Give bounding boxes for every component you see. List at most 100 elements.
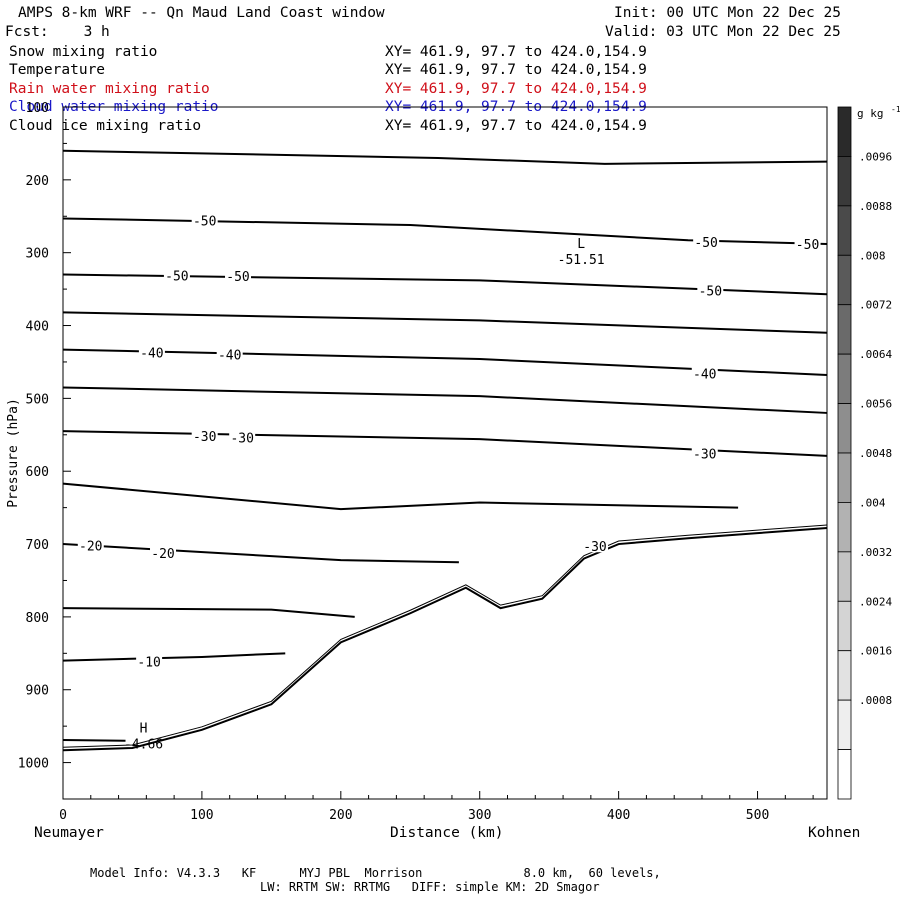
contour-label: -50 bbox=[226, 270, 249, 285]
colorbar-tick-label: .008 bbox=[859, 249, 886, 262]
contour-label-bg bbox=[582, 538, 609, 553]
field-xy-temperature: XY= 461.9, 97.7 to 424.0,154.9 bbox=[385, 62, 647, 78]
extremum-value: -4.66 bbox=[124, 737, 163, 752]
contour-label-bg bbox=[691, 445, 718, 460]
colorbar-unit: g kg bbox=[857, 107, 884, 120]
contour-label: -20 bbox=[151, 547, 174, 562]
colorbar-segment bbox=[837, 699, 852, 750]
colorbar-segment bbox=[837, 353, 852, 404]
colorbar-tick-label: .0056 bbox=[859, 398, 892, 411]
contour-label: -50 bbox=[796, 238, 819, 253]
y-tick-label: 700 bbox=[26, 538, 49, 553]
right-endpoint-label: Kohnen bbox=[808, 825, 861, 841]
contour-label-bg bbox=[216, 346, 243, 361]
contour-label-bg bbox=[77, 537, 104, 552]
extremum-kind: L bbox=[577, 237, 585, 252]
contour-label-bg bbox=[138, 344, 165, 359]
colorbar-segment bbox=[837, 650, 852, 701]
x-tick-label: 400 bbox=[607, 808, 630, 823]
contour-label: -50 bbox=[699, 285, 722, 300]
colorbar-segment bbox=[837, 452, 852, 503]
colorbar-segment bbox=[837, 254, 852, 306]
colorbar-tick-label: .0072 bbox=[859, 299, 892, 312]
extremum-value: -51.51 bbox=[558, 253, 605, 268]
terrain-surface-line bbox=[62, 527, 828, 752]
temperature-contour-line bbox=[62, 386, 828, 414]
colorbar-segment bbox=[837, 156, 852, 207]
field-xy-cloud-ice: XY= 461.9, 97.7 to 424.0,154.9 bbox=[385, 118, 647, 134]
contour-label: -30 bbox=[230, 432, 253, 447]
contour-label: -50 bbox=[694, 236, 717, 251]
contour-label-bg bbox=[794, 235, 821, 250]
x-tick-label: 300 bbox=[468, 808, 491, 823]
colorbar-tick-label: .0024 bbox=[859, 595, 892, 608]
contour-label: -40 bbox=[218, 349, 241, 364]
colorbar-tick-label: .0032 bbox=[859, 546, 892, 559]
x-tick-label: 200 bbox=[329, 808, 352, 823]
contour-label: -40 bbox=[140, 346, 163, 361]
y-tick-label: 800 bbox=[26, 611, 49, 626]
contour-label: -30 bbox=[693, 448, 716, 463]
x-tick-label: 500 bbox=[746, 808, 769, 823]
contour-label: -10 bbox=[137, 655, 160, 670]
contour-label-bg bbox=[697, 282, 724, 297]
colorbar-segment bbox=[837, 600, 852, 652]
temperature-contour-line bbox=[62, 482, 739, 511]
temperature-contour-line bbox=[62, 311, 828, 334]
contour-label: -30 bbox=[583, 540, 606, 555]
colorbar-unit-exponent: -1 bbox=[891, 105, 900, 114]
contour-label-bg bbox=[693, 233, 720, 248]
left-endpoint-label: Neumayer bbox=[34, 825, 104, 841]
contour-label-bg bbox=[225, 267, 252, 282]
contour-label: -50 bbox=[193, 215, 216, 230]
forecast-hour: Fcst: 3 h bbox=[5, 24, 110, 40]
y-tick-label: 100 bbox=[26, 101, 49, 116]
contour-label-bg bbox=[150, 544, 177, 559]
y-tick-label: 400 bbox=[26, 320, 49, 335]
field-label-snow: Snow mixing ratio bbox=[9, 44, 158, 60]
model-info-line-2: LW: RRTM SW: RRTMG DIFF: simple KM: 2D S… bbox=[260, 880, 600, 894]
contour-label-bg bbox=[136, 653, 163, 668]
colorbar-segment bbox=[837, 106, 852, 157]
temperature-contour-line bbox=[62, 217, 828, 245]
colorbar-tick-label: .0008 bbox=[859, 694, 892, 707]
valid-time: Valid: 03 UTC Mon 22 Dec 25 bbox=[605, 24, 841, 40]
colorbar-tick-label: .0016 bbox=[859, 645, 892, 658]
plot-title: AMPS 8-km WRF -- Qn Maud Land Coast wind… bbox=[18, 5, 385, 21]
y-tick-label: 200 bbox=[26, 174, 49, 189]
y-tick-label: 600 bbox=[26, 465, 49, 480]
colorbar-tick-label: .0048 bbox=[859, 447, 892, 460]
contour-label-bg bbox=[229, 429, 256, 444]
temperature-contour-line bbox=[62, 543, 459, 564]
temperature-contour-line bbox=[62, 149, 828, 165]
field-label-cloud-ice: Cloud ice mixing ratio bbox=[9, 118, 202, 134]
contour-label-bg bbox=[191, 428, 218, 443]
colorbar-segment bbox=[837, 403, 852, 454]
temperature-contour-line bbox=[62, 652, 286, 662]
temperature-contour-line bbox=[62, 607, 355, 618]
colorbar-segment bbox=[837, 749, 852, 800]
field-xy-rain: XY= 461.9, 97.7 to 424.0,154.9 bbox=[385, 81, 647, 97]
contour-label-bg bbox=[163, 267, 190, 282]
y-tick-label: 500 bbox=[26, 392, 49, 407]
contour-label: -50 bbox=[165, 269, 188, 284]
model-info-line-1: Model Info: V4.3.3 KF MYJ PBL Morrison 8… bbox=[90, 866, 661, 880]
temperature-contour-line bbox=[62, 738, 126, 742]
contour-label-bg bbox=[691, 365, 718, 380]
y-tick-label: 1000 bbox=[18, 757, 49, 772]
colorbar-segment bbox=[837, 205, 852, 256]
y-tick-label: 300 bbox=[26, 247, 49, 262]
terrain-surface-line-inner bbox=[62, 524, 828, 748]
extremum-kind: H bbox=[140, 721, 148, 736]
field-xy-snow: XY= 461.9, 97.7 to 424.0,154.9 bbox=[385, 44, 647, 60]
init-time: Init: 00 UTC Mon 22 Dec 25 bbox=[614, 5, 841, 21]
x-tick-label: 100 bbox=[190, 808, 213, 823]
colorbar-tick-label: .0064 bbox=[859, 348, 892, 361]
contour-label: -30 bbox=[193, 430, 216, 445]
x-tick-label: 0 bbox=[59, 808, 67, 823]
x-axis-label: Distance (km) bbox=[390, 825, 504, 841]
colorbar-tick-label: .0096 bbox=[859, 150, 892, 163]
y-tick-label: 900 bbox=[26, 684, 49, 699]
